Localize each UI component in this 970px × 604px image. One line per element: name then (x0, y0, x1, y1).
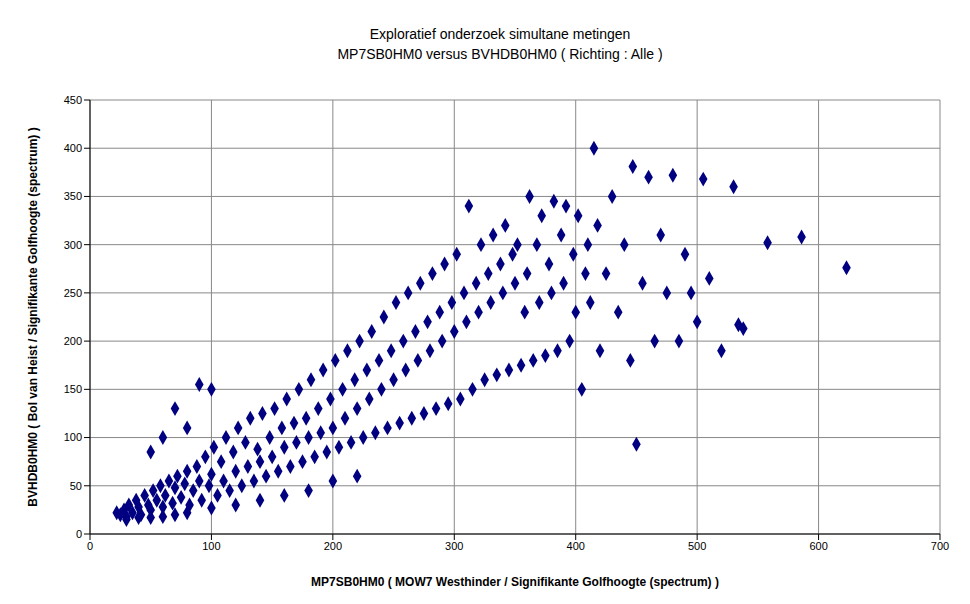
svg-text:400: 400 (567, 540, 585, 552)
svg-text:600: 600 (809, 540, 827, 552)
html-text:BVHDB0HM0 ( Bol van Heist / Si: BVHDB0HM0 ( Bol van Heist / Signifikante… (25, 127, 40, 507)
html-text:Exploratief onderzoek simultan: Exploratief onderzoek simultane metingen (369, 26, 631, 42)
svg-text:300: 300 (445, 540, 463, 552)
svg-text:450: 450 (64, 94, 82, 106)
svg-text:350: 350 (64, 190, 82, 202)
svg-text:50: 50 (70, 480, 82, 492)
svg-text:250: 250 (64, 287, 82, 299)
svg-text:700: 700 (931, 540, 949, 552)
svg-text:0: 0 (87, 540, 93, 552)
html-text:MP7SB0HM0 versus BVHDB0HM0 ( R: MP7SB0HM0 versus BVHDB0HM0 ( Richting : … (337, 46, 663, 62)
svg-text:100: 100 (64, 431, 82, 443)
svg-text:400: 400 (64, 142, 82, 154)
svg-text:200: 200 (64, 335, 82, 347)
svg-text:100: 100 (202, 540, 220, 552)
svg-text:500: 500 (688, 540, 706, 552)
svg-text:300: 300 (64, 239, 82, 251)
svg-text:MP7SB0HM0 ( MOW7 Westhinder /: MP7SB0HM0 ( MOW7 Westhinder / Signifikan… (311, 575, 719, 589)
svg-text:150: 150 (64, 383, 82, 395)
svg-text:0: 0 (76, 528, 82, 540)
svg-text:200: 200 (324, 540, 342, 552)
